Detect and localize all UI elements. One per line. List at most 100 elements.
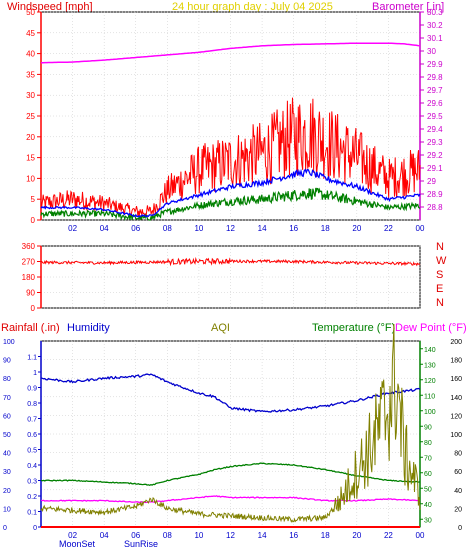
wind-x-tick-label: 06 xyxy=(131,224,140,233)
wind-x-tick-label: 00 xyxy=(416,224,425,233)
wind-x-tick-label: 12 xyxy=(226,224,235,233)
humidity-y-tick-label: 20 xyxy=(3,488,11,495)
wind-panel: 0 5 10 15 20 25 30 35 40 45 50 28.8 28.9 29 29.1 29.2 29… xyxy=(26,8,443,233)
wind-y-tick-label: 0 xyxy=(31,216,36,225)
humidity-series-line xyxy=(40,373,421,413)
barometer-y-tick-label: 29.2 xyxy=(427,151,443,160)
barometer-y-tick-label: 29.1 xyxy=(427,164,443,173)
gust-series-line xyxy=(40,97,421,218)
humidity-y-tick-label: 100 xyxy=(3,339,15,346)
wind-x-tick-label: 02 xyxy=(68,224,77,233)
aqi-y-tick-label: 180 xyxy=(450,358,462,365)
humidity-y-tick-label: 60 xyxy=(3,413,11,420)
climate-x-tick-label: 14 xyxy=(258,531,267,540)
climate-panel: 010203040506070809010000.10.20.30.40.50.… xyxy=(3,323,462,540)
direction-label-n2: N xyxy=(436,297,444,309)
direction-y-tick-label: 90 xyxy=(26,289,35,298)
barometer-y-tick-label: 29.9 xyxy=(427,60,443,69)
barometer-y-tick-label: 29.4 xyxy=(427,125,443,134)
wind-y-tick-label: 45 xyxy=(26,29,35,38)
climate-x-tick-label: 22 xyxy=(384,531,393,540)
rain-y-tick-label: 0.7 xyxy=(27,417,37,424)
direction-label-w: W xyxy=(436,255,447,267)
temp-y-tick-label: 100 xyxy=(424,409,436,416)
wind-y-tick-label: 15 xyxy=(26,154,35,163)
rain-y-tick-label: 0.1 xyxy=(27,510,37,517)
rainfall-title: Rainfall (.in) xyxy=(1,322,60,334)
aqi-series-line xyxy=(40,323,421,523)
direction-y-tick-label: 180 xyxy=(22,273,36,282)
wind-x-tick-label: 10 xyxy=(194,224,203,233)
aqi-y-tick-label: 80 xyxy=(454,451,462,458)
wind-y-tick-label: 5 xyxy=(31,195,36,204)
rain-y-tick-label: 1 xyxy=(33,370,37,377)
wind-y-tick-label: 50 xyxy=(26,8,35,17)
humidity-title: Humidity xyxy=(67,322,110,334)
temp-y-tick-label: 130 xyxy=(424,362,436,369)
climate-x-tick-label: 06 xyxy=(131,531,140,540)
wind-x-tick-label: 08 xyxy=(163,224,172,233)
climate-x-tick-label: 18 xyxy=(321,531,330,540)
aqi-title: AQI xyxy=(211,322,230,334)
direction-label-e: E xyxy=(436,283,443,295)
humidity-y-tick-label: 30 xyxy=(3,469,11,476)
climate-x-tick-label: 02 xyxy=(68,531,77,540)
aqi-y-tick-label: 120 xyxy=(450,413,462,420)
temp-y-tick-label: 110 xyxy=(424,393,435,400)
aqi-y-tick-label: 200 xyxy=(450,339,462,346)
humidity-y-tick-label: 70 xyxy=(3,395,11,402)
direction-y-tick-label: 360 xyxy=(22,242,36,251)
direction-label-n1: N xyxy=(436,241,444,253)
climate-x-tick-label: 20 xyxy=(352,531,361,540)
barometer-series-line xyxy=(41,42,421,64)
climate-x-tick-label: 10 xyxy=(194,531,203,540)
humidity-y-tick-label: 50 xyxy=(3,432,11,439)
rain-y-tick-label: 0.8 xyxy=(27,401,37,408)
barometer-y-tick-label: 30.2 xyxy=(427,21,443,30)
temp-y-tick-label: 140 xyxy=(424,347,436,354)
wind-avg-series-line xyxy=(40,187,421,221)
climate-x-tick-label: 08 xyxy=(163,531,172,540)
wind-x-tick-label: 18 xyxy=(321,224,330,233)
dewpoint-series-line xyxy=(40,495,421,504)
wind-x-tick-label: 04 xyxy=(100,224,109,233)
direction-series-line xyxy=(40,256,421,267)
barometer-y-tick-label: 28.8 xyxy=(427,203,443,212)
rain-y-tick-label: 0.6 xyxy=(27,432,37,439)
humidity-y-tick-label: 10 xyxy=(3,506,11,513)
gust-avg-series-line xyxy=(40,168,421,218)
wind-x-tick-label: 22 xyxy=(384,224,393,233)
wind-y-tick-label: 35 xyxy=(26,70,35,79)
rain-y-tick-label: 1.1 xyxy=(27,355,37,362)
wind-direction-panel: 0 90 180 270 360 xyxy=(22,242,421,313)
direction-label-s: S xyxy=(436,269,443,281)
barometer-y-tick-label: 29.5 xyxy=(427,112,443,121)
wind-x-tick-label: 14 xyxy=(258,224,267,233)
temp-y-tick-label: 70 xyxy=(424,455,432,462)
aqi-y-tick-label: 0 xyxy=(458,525,462,532)
barometer-y-tick-label: 29.3 xyxy=(427,138,443,147)
barometer-y-tick-label: 29 xyxy=(427,177,436,186)
temp-y-tick-label: 60 xyxy=(424,471,432,478)
barometer-y-tick-label: 29.7 xyxy=(427,86,443,95)
climate-x-tick-label: 00 xyxy=(416,531,425,540)
humidity-y-tick-label: 80 xyxy=(3,376,11,383)
aqi-y-tick-label: 100 xyxy=(450,432,462,439)
rain-y-tick-label: 0.5 xyxy=(27,448,37,455)
rain-y-tick-label: 0.3 xyxy=(27,479,37,486)
rain-y-tick-label: 0.2 xyxy=(27,494,37,501)
wind-y-tick-label: 20 xyxy=(26,133,35,142)
climate-x-tick-label: 16 xyxy=(289,531,298,540)
rain-y-tick-label: 0.4 xyxy=(27,463,37,470)
wind-x-tick-label: 16 xyxy=(289,224,298,233)
wind-y-tick-label: 30 xyxy=(26,91,35,100)
humidity-y-tick-label: 0 xyxy=(3,525,7,532)
humidity-y-tick-label: 40 xyxy=(3,451,11,458)
temperature-series-line xyxy=(40,462,421,487)
moon-set-label: MoonSet xyxy=(59,539,96,549)
temp-y-tick-label: 120 xyxy=(424,378,436,385)
aqi-y-tick-label: 160 xyxy=(450,376,462,383)
aqi-y-tick-label: 140 xyxy=(450,395,462,402)
wind-y-tick-label: 40 xyxy=(26,50,35,59)
